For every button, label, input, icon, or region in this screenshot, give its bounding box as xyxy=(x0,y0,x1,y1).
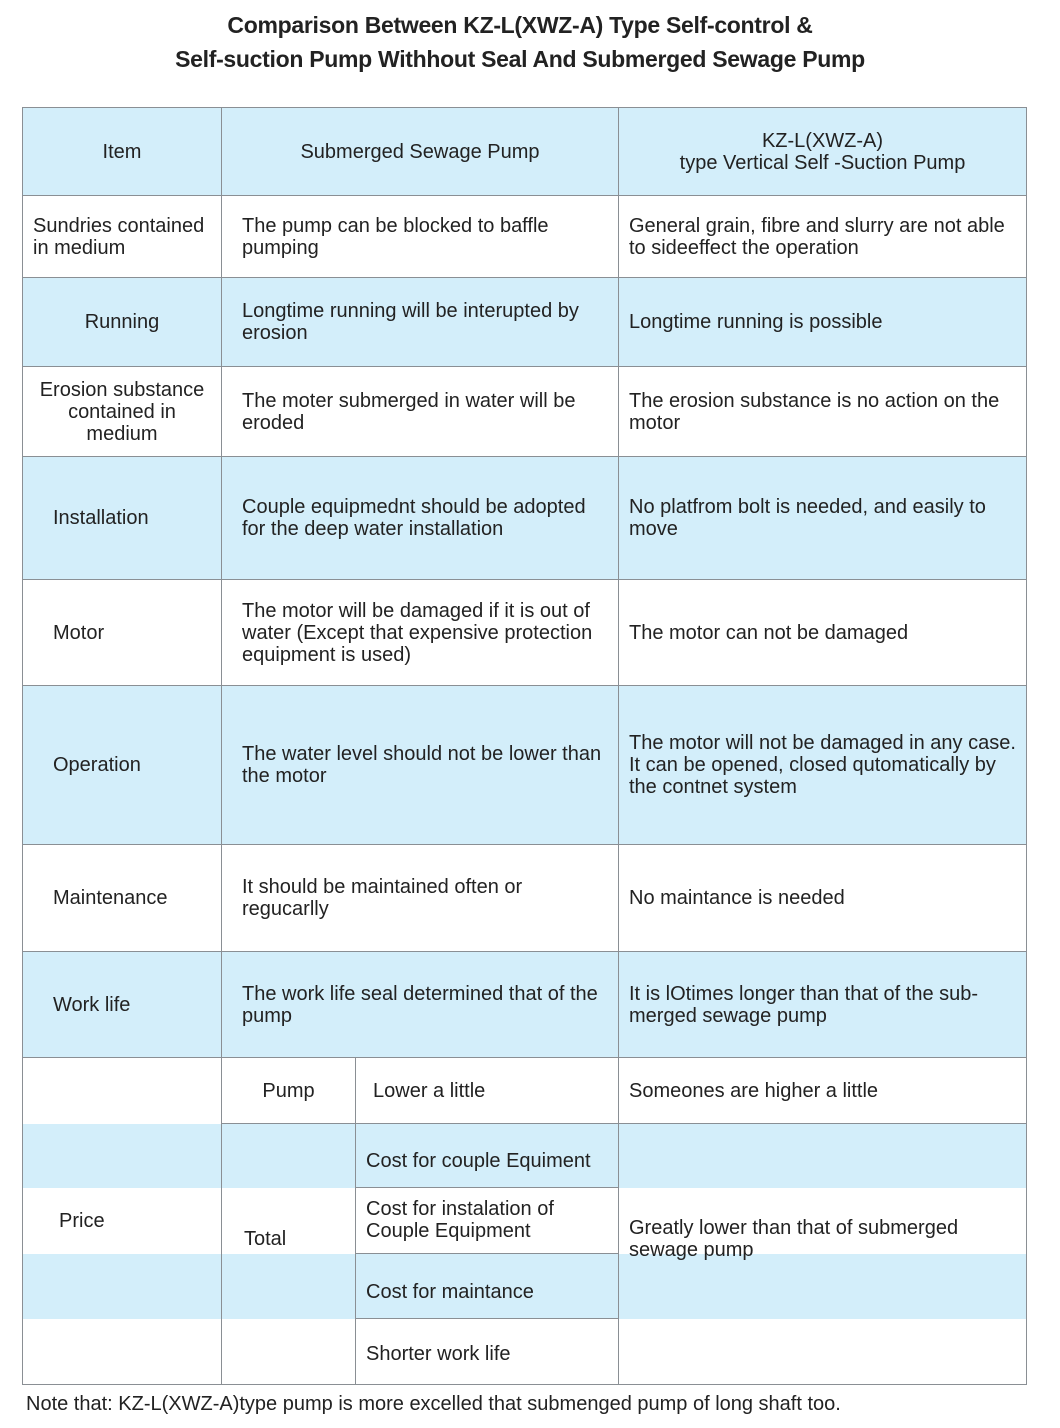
price-total-item-text: Cost for instalation of Couple Equipment xyxy=(366,1198,554,1242)
title-line-2: Self-suction Pump Withhout Seal And Subm… xyxy=(175,46,865,72)
row-submerged-cell: The motor will be damaged if it is out o… xyxy=(221,579,619,686)
row-item-text: Running xyxy=(84,311,160,333)
row-kz-text: No platfrom bolt is needed, and easily t… xyxy=(629,496,986,540)
row-item-text: Sundries contained in medium xyxy=(33,214,205,259)
header-submerged-text: Submerged Sewage Pump xyxy=(300,140,540,163)
price-item: Price xyxy=(22,1057,222,1385)
header-kz: KZ-L(XWZ-A) type Vertical Self -Suction P… xyxy=(618,107,1027,196)
row-submerged-cell: Couple equipmednt should be adopted for … xyxy=(221,456,619,580)
row-submerged-cell: It should be maintained often or regucar… xyxy=(221,844,619,952)
header-kz-line1: KZ-L(XWZ-A) xyxy=(761,129,884,152)
row-item-cell: Sundries contained in medium xyxy=(22,195,222,278)
band xyxy=(23,457,1027,580)
row-item-cell: Erosion substance contained in medium xyxy=(22,366,222,457)
row-submerged-cell: The moter submerged in water will be ero… xyxy=(221,366,619,457)
header-kz-line2: type Vertical Self -Suction Pump xyxy=(679,151,966,174)
row-kz-text: The motor can not be damaged xyxy=(629,621,909,644)
price-total-item-text: Cost for couple Equiment xyxy=(366,1149,591,1172)
row-submerged-text: The work life seal determined that of th… xyxy=(242,982,598,1027)
row-submerged-text: Longtime running will be interupted by e… xyxy=(242,300,579,344)
row-item-cell: Motor xyxy=(22,579,222,686)
row-item-text: Installation xyxy=(53,507,149,529)
row-kz-text: It is lOtimes longer than that of the su… xyxy=(629,982,979,1027)
band xyxy=(23,1124,1027,1188)
price-total-item-text: Shorter work life xyxy=(366,1342,511,1365)
price-total-kz: Greatly lower than that of submerged sew… xyxy=(618,1123,1027,1385)
row-item-text: Work life xyxy=(53,993,131,1016)
row-item-cell: Installation xyxy=(22,456,222,580)
row-submerged-text: The moter submerged in water will be ero… xyxy=(242,389,576,434)
price-total-item: Shorter work life xyxy=(355,1318,619,1385)
price-pump-label-text: Pump xyxy=(262,1079,315,1102)
row-kz-text: The erosion substance is no action on th… xyxy=(629,389,1000,434)
band xyxy=(23,108,1027,196)
price-pump-kz: Someones are higher a little xyxy=(618,1057,1027,1124)
price-total-label: Total xyxy=(221,1123,356,1385)
header-item: Item xyxy=(22,107,222,196)
header-item-text: Item xyxy=(102,140,142,163)
band xyxy=(23,686,1027,845)
row-kz-cell: No maintance is needed xyxy=(618,844,1027,952)
row-item-cell: Work life xyxy=(22,951,222,1058)
row-kz-cell: The motor will not be damaged in any cas… xyxy=(618,685,1027,845)
header-submerged: Submerged Sewage Pump xyxy=(221,107,619,196)
price-pump-label: Pump xyxy=(221,1057,356,1124)
price-total-label-text: Total xyxy=(244,1228,287,1250)
row-kz-cell: The erosion substance is no action on th… xyxy=(618,366,1027,457)
band xyxy=(23,952,1027,1058)
row-kz-text: General grain, fibre and slurry are not … xyxy=(629,214,1005,259)
row-submerged-text: The pump can be blocked to baffle pumpin… xyxy=(242,214,549,259)
row-item-cell: Running xyxy=(22,277,222,367)
row-submerged-text: It should be maintained often or regucar… xyxy=(242,876,523,920)
row-item-text: Motor xyxy=(53,621,105,644)
price-total-item: Cost for instalation of Couple Equipment xyxy=(355,1187,619,1254)
row-kz-cell: No platfrom bolt is needed, and easily t… xyxy=(618,456,1027,580)
price-pump-submerged-text: Lower a little xyxy=(373,1079,486,1102)
row-item-text: Operation xyxy=(53,754,141,776)
row-kz-text: No maintance is needed xyxy=(629,887,845,909)
row-item-cell: Maintenance xyxy=(22,844,222,952)
row-kz-text: Longtime running is possible xyxy=(629,311,883,333)
row-submerged-cell: The work life seal determined that of th… xyxy=(221,951,619,1058)
footnote: Note that: KZ-L(XWZ-A)type pump is more … xyxy=(26,1393,841,1415)
row-submerged-cell: The water level should not be lower than… xyxy=(221,685,619,845)
row-submerged-text: The water level should not be lower than… xyxy=(242,743,602,787)
row-item-text: Erosion substance contained in medium xyxy=(39,378,205,445)
row-kz-cell: It is lOtimes longer than that of the su… xyxy=(618,951,1027,1058)
band xyxy=(23,1254,1027,1319)
title-line-1: Comparison Between KZ-L(XWZ-A) Type Self… xyxy=(227,12,813,38)
row-submerged-text: Couple equipmednt should be adopted for … xyxy=(242,496,586,540)
row-item-text: Maintenance xyxy=(53,887,168,909)
price-item-text: Price xyxy=(59,1210,105,1232)
band xyxy=(23,278,1027,367)
row-kz-cell: Longtime running is possible xyxy=(618,277,1027,367)
row-submerged-cell: The pump can be blocked to baffle pumpin… xyxy=(221,195,619,278)
row-submerged-text: The motor will be damaged if it is out o… xyxy=(242,599,593,666)
price-total-item-text: Cost for maintance xyxy=(366,1281,534,1303)
price-total-item: Cost for maintance xyxy=(355,1253,619,1319)
row-item-cell: Operation xyxy=(22,685,222,845)
price-pump-kz-text: Someones are higher a little xyxy=(629,1080,879,1102)
price-total-item: Cost for couple Equiment xyxy=(355,1123,619,1188)
row-submerged-cell: Longtime running will be interupted by e… xyxy=(221,277,619,367)
row-kz-cell: The motor can not be damaged xyxy=(618,579,1027,686)
row-kz-cell: General grain, fibre and slurry are not … xyxy=(618,195,1027,278)
price-pump-submerged: Lower a little xyxy=(355,1057,619,1124)
row-kz-text: The motor will not be damaged in any cas… xyxy=(629,732,1016,798)
price-total-kz-text: Greatly lower than that of submerged sew… xyxy=(629,1217,959,1261)
